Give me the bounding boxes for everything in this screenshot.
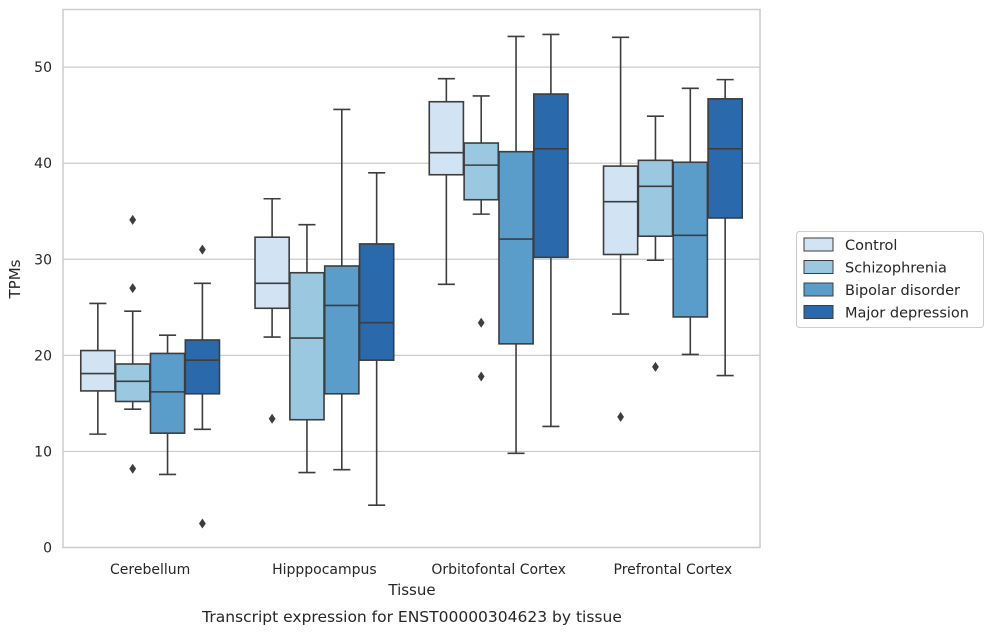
outlier-point [129,463,137,474]
legend: Control Schizophrenia Bipolar disorder Majo… [796,231,984,328]
box-control [428,77,465,286]
legend-label: Major depression [845,306,969,322]
box-bipolar-disorder [672,87,709,356]
box-iqr [602,165,639,256]
outlier-point [129,283,137,294]
box-iqr [463,142,500,201]
legend-swatch [803,260,834,274]
legend-swatch [803,305,834,319]
box-bipolar-disorder [498,35,534,455]
box-schizophrenia [463,95,500,382]
box-iqr [428,100,465,176]
outlier-point [199,244,206,255]
outlier-point [652,361,659,372]
box-control [254,197,290,424]
box-schizophrenia [637,115,674,372]
y-tick-label: 20 [34,348,52,364]
box-iqr [637,159,674,238]
legend-label: Bipolar disorder [845,283,960,299]
box-groups [79,33,744,529]
box-iqr [149,352,186,434]
chart-caption: Transcript expression for ENST0000030462… [201,608,622,626]
y-tick-label: 30 [34,252,52,268]
outlier-point [268,413,276,424]
y-tick-label: 50 [34,60,52,76]
box-iqr [323,265,360,395]
outlier-point [477,371,485,382]
x-tick-label: Prefrontal Cortex [614,562,733,578]
legend-label: Schizophrenia [845,261,947,277]
box-iqr [184,339,221,395]
outlier-point [477,317,485,328]
box-major-depression [533,33,569,428]
y-tick-labels: 0 10 20 30 40 50 [34,60,52,556]
box-bipolar-disorder [149,334,186,476]
y-axis-title: TPMs [6,259,24,299]
outlier-point [617,411,624,422]
plot-frame [62,8,761,549]
y-tick-label: 10 [34,444,52,460]
box-iqr [533,93,569,259]
box-schizophrenia [114,214,151,474]
box-iqr [358,243,395,361]
x-tick-labels: Cerebellum Hipppocampus Orbitofontal Corte… [110,562,732,578]
box-control [79,302,116,435]
box-iqr [254,236,290,310]
outlier-point [129,214,137,225]
y-tick-label: 40 [34,156,52,172]
box-iqr [114,363,151,403]
y-tick-label: 0 [43,541,52,557]
box-major-depression [184,244,221,529]
legend-swatch [803,237,834,252]
box-iqr [498,150,534,345]
box-major-depression [358,172,395,507]
outlier-point [199,518,206,529]
legend-frame [796,231,984,328]
legend-swatch [803,282,834,297]
legend-label: Control [845,238,897,254]
box-schizophrenia [289,223,325,474]
x-tick-label: Hipppocampus [272,562,377,578]
x-axis-title: Tissue [387,581,435,599]
box-bipolar-disorder [323,108,360,471]
box-iqr [289,271,325,421]
box-control [602,36,639,422]
box-iqr [672,161,709,318]
x-tick-label: Cerebellum [110,562,190,578]
box-iqr [79,349,116,392]
x-tick-label: Orbitofontal Cortex [431,562,566,578]
box-iqr [707,98,744,219]
box-major-depression [707,78,744,377]
